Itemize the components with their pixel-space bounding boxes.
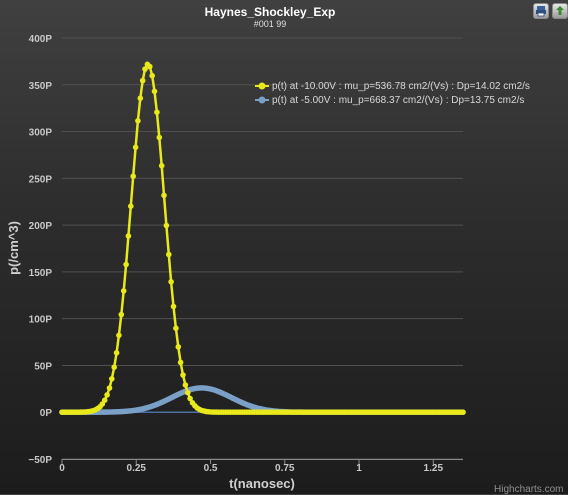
data-point — [182, 382, 189, 388]
y-tick-label: −50P — [28, 455, 52, 466]
series-1 — [59, 61, 466, 416]
data-point — [104, 392, 110, 398]
y-tick-label: 300P — [29, 128, 53, 139]
plot-area — [59, 61, 466, 416]
data-point — [168, 279, 174, 285]
legend-item-2[interactable]: p(t) at -5.00V : mu_p=668.37 cm2/(Vs) : … — [255, 95, 524, 106]
y-tick-label: 0P — [40, 408, 53, 419]
data-point — [120, 288, 127, 294]
data-point — [111, 364, 117, 371]
data-point — [147, 63, 153, 70]
data-point — [118, 311, 125, 318]
data-point — [460, 409, 466, 416]
data-point — [180, 372, 186, 378]
legend[interactable]: p(t) at -10.00V : mu_p=536.78 cm2/(Vs) :… — [255, 81, 530, 106]
y-tick-label: 150P — [29, 268, 53, 279]
data-point — [109, 376, 115, 382]
y-tick-label: 350P — [29, 81, 53, 92]
data-point — [106, 385, 113, 391]
data-point — [161, 192, 167, 199]
data-point — [175, 344, 182, 350]
data-point — [156, 134, 163, 141]
x-tick-label: 0.25 — [127, 463, 147, 474]
chart-subtitle: #001 99 — [254, 19, 287, 29]
data-point — [123, 261, 129, 268]
chart-labels: Haynes_Shockley_Exp#001 99 t(nanosec) p(/c… — [6, 5, 335, 491]
data-point — [151, 88, 158, 95]
series-line — [62, 62, 463, 414]
chart-title: Haynes_Shockley_Exp — [205, 5, 336, 19]
data-point — [142, 66, 148, 72]
data-point — [137, 95, 144, 101]
y-tick-label: 200P — [29, 221, 53, 232]
legend-label: p(t) at -5.00V : mu_p=668.37 cm2/(Vs) : … — [272, 95, 524, 106]
data-point — [163, 222, 170, 229]
x-axis-title: t(nanosec) — [229, 476, 295, 491]
legend-item-1[interactable]: p(t) at -10.00V : mu_p=536.78 cm2/(Vs) :… — [255, 81, 530, 92]
y-axis-title: p(/cm^3) — [6, 221, 21, 275]
credits-link[interactable]: Highcharts.com — [494, 484, 564, 495]
data-point — [177, 359, 184, 366]
x-tick-label: 0.75 — [275, 463, 295, 474]
print-icon[interactable] — [533, 3, 549, 19]
data-point — [173, 325, 179, 332]
data-point — [113, 350, 120, 356]
y-tick-label: 100P — [29, 315, 53, 326]
y-tick-label: 250P — [29, 174, 53, 185]
data-point — [125, 233, 132, 239]
y-tick-label: 50P — [34, 361, 52, 372]
export-icon[interactable] — [552, 3, 568, 19]
x-tick-label: 0.5 — [204, 463, 218, 474]
y-tick-label: 400P — [29, 34, 53, 45]
data-point — [135, 118, 141, 124]
legend-label: p(t) at -10.00V : mu_p=536.78 cm2/(Vs) :… — [272, 81, 530, 92]
data-point — [128, 203, 134, 209]
data-point — [158, 162, 165, 169]
data-point — [154, 109, 160, 115]
legend-marker — [258, 82, 266, 90]
x-tick-label: 0 — [59, 463, 65, 474]
data-point — [130, 173, 136, 179]
x-tick-label: 1.25 — [424, 463, 444, 474]
data-point — [185, 389, 191, 396]
data-point — [166, 251, 172, 258]
data-point — [132, 144, 139, 151]
data-point — [170, 303, 177, 310]
x-tick-label: 1 — [356, 463, 362, 474]
data-point — [149, 72, 155, 79]
data-point — [116, 332, 122, 339]
legend-marker — [258, 96, 266, 104]
data-point — [101, 397, 108, 404]
data-point — [139, 77, 146, 84]
data-point — [187, 395, 193, 402]
